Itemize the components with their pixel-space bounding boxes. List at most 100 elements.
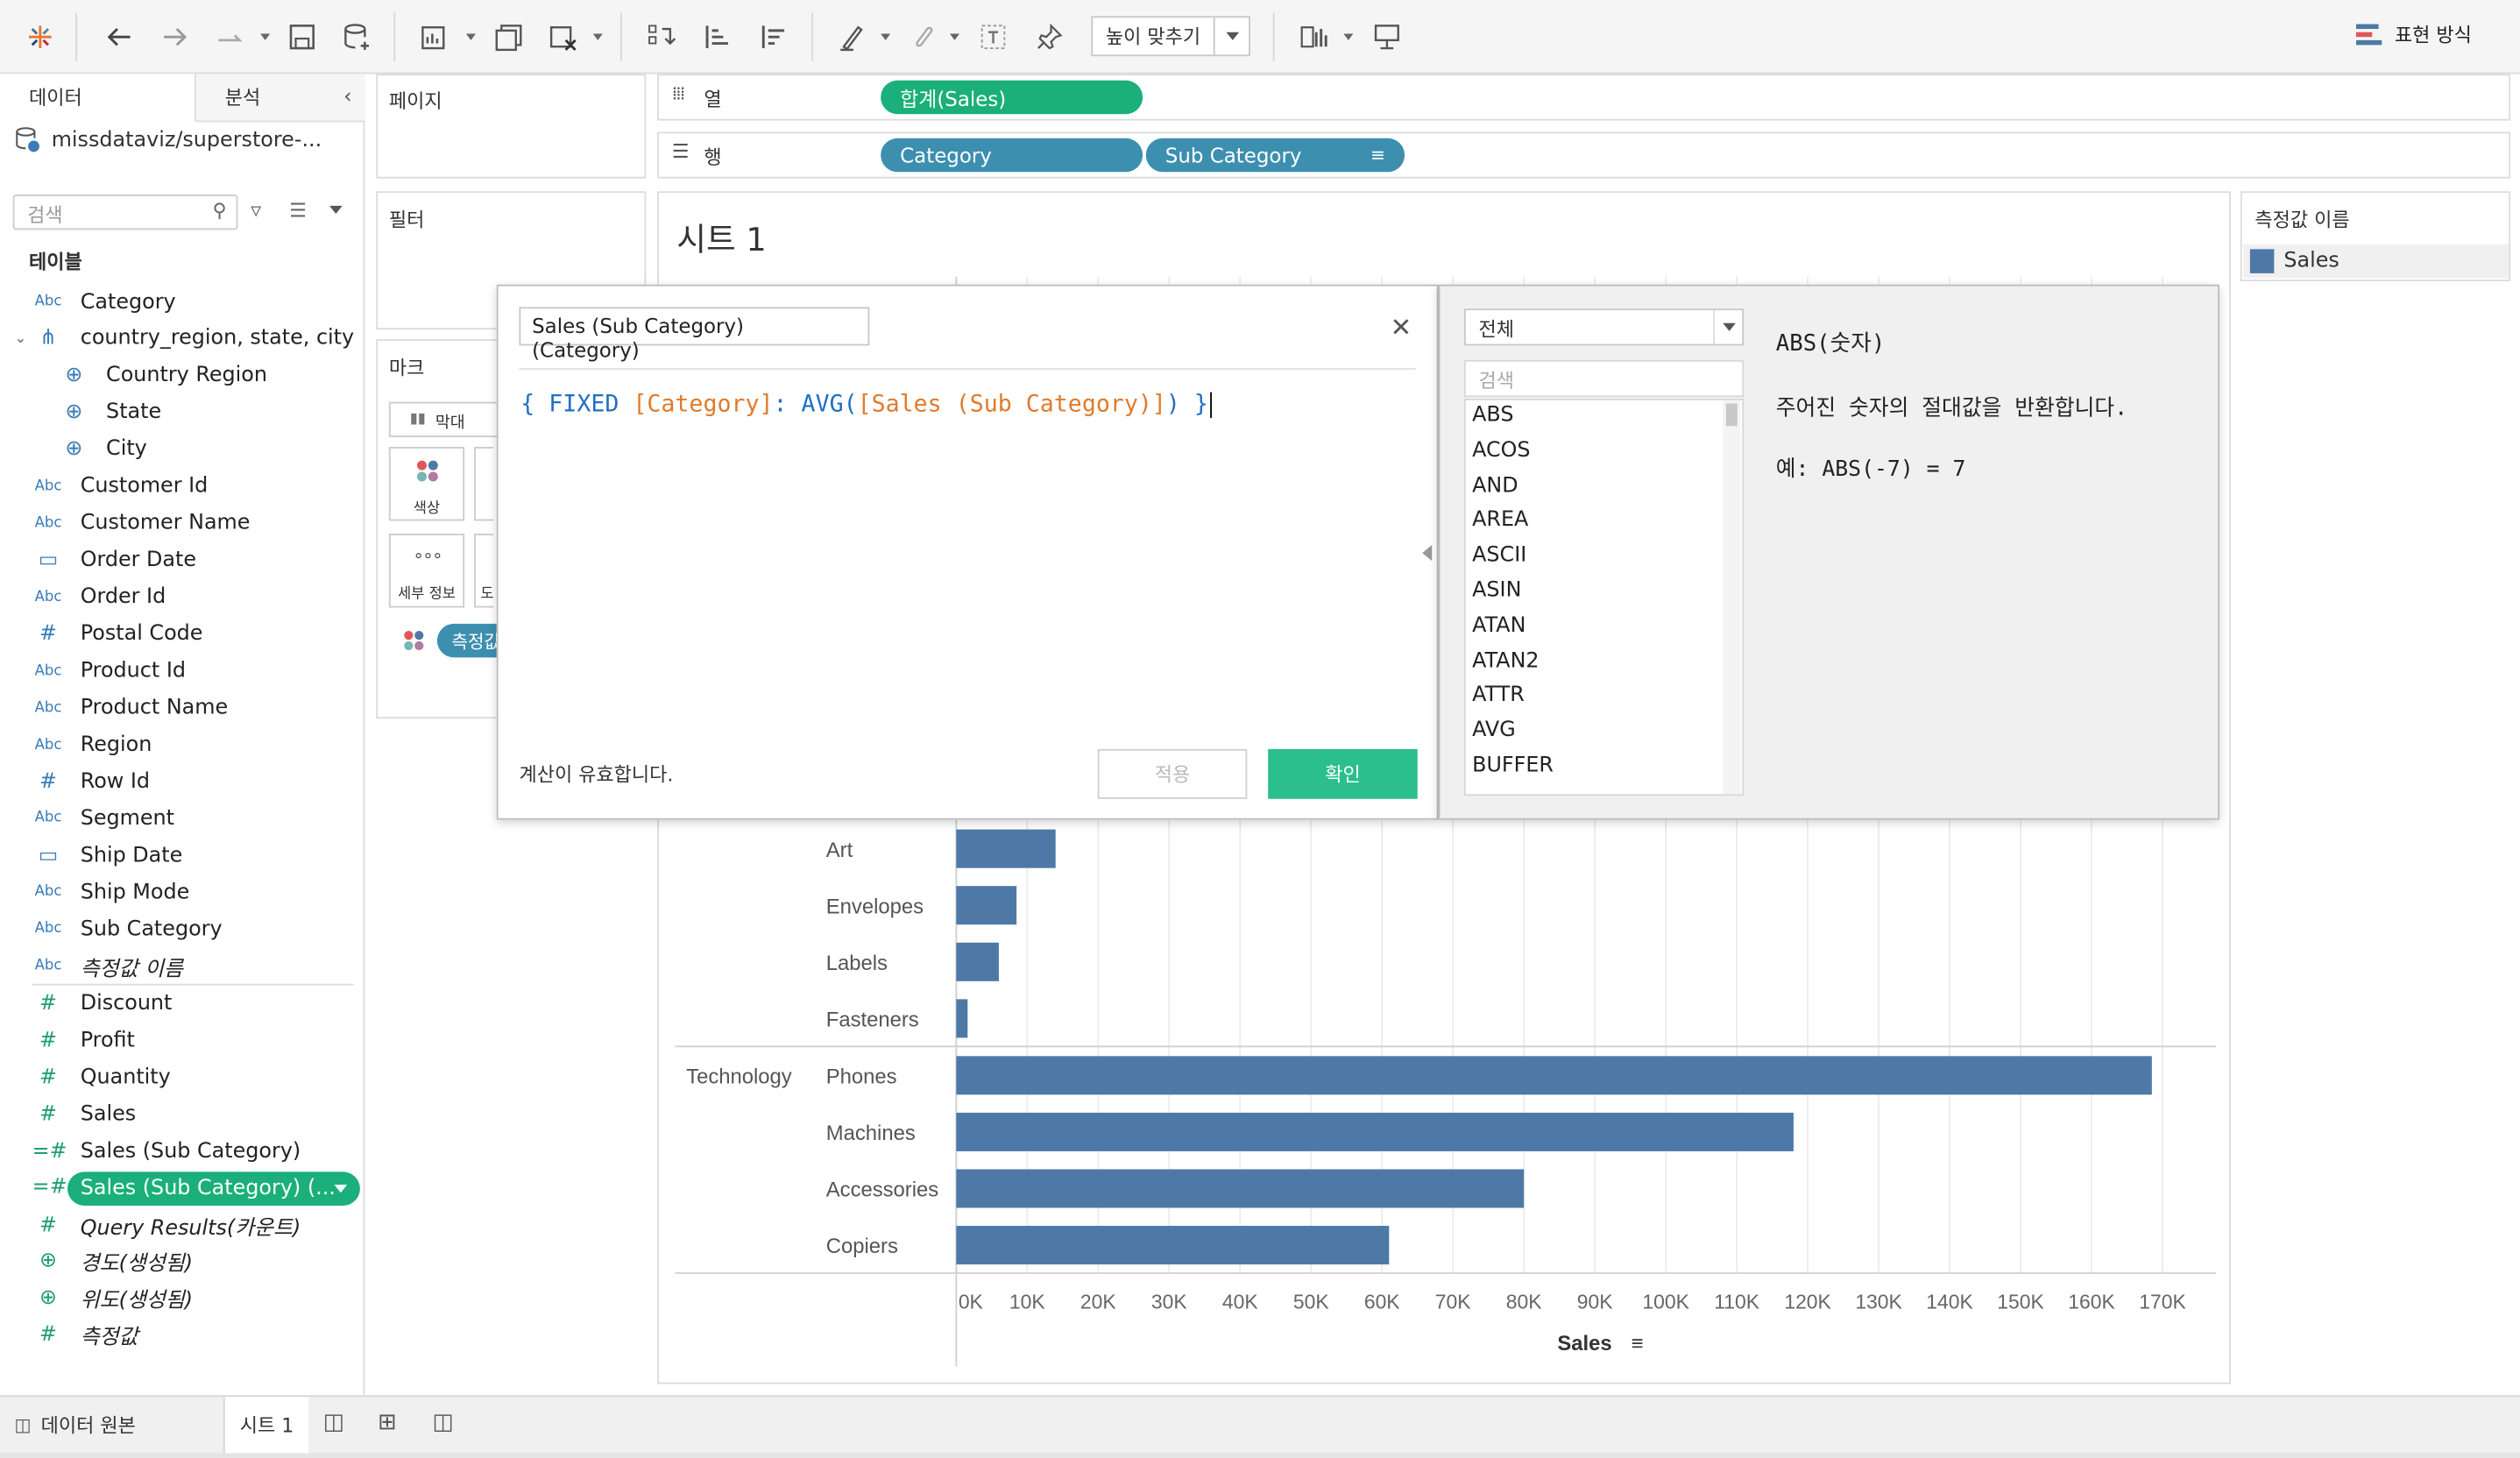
swap-rows-columns-icon[interactable] xyxy=(641,18,680,56)
sort-ascending-icon[interactable] xyxy=(697,18,736,56)
presentation-mode-icon[interactable] xyxy=(1368,18,1406,56)
hierarchy-expand-icon[interactable]: ⌄ xyxy=(14,330,27,348)
field-item[interactable]: Abc Customer Name xyxy=(0,506,364,541)
field-item[interactable]: =# Sales (Sub Category) xyxy=(0,1134,364,1169)
field-item[interactable]: # Query Results(카운트) xyxy=(0,1207,364,1242)
columns-shelf[interactable]: ⁞⁞⁞ 열 합계(Sales) xyxy=(657,74,2510,121)
apply-button[interactable]: 적용 xyxy=(1097,748,1248,799)
show-mark-labels-icon[interactable] xyxy=(974,18,1013,56)
rows-pill-category[interactable]: Category xyxy=(881,138,1143,173)
redo-icon[interactable] xyxy=(156,18,195,56)
tab-data[interactable]: 데이터 xyxy=(0,74,196,123)
tooltip-button[interactable]: 도 xyxy=(474,534,494,608)
fix-axes-icon[interactable] xyxy=(1030,18,1069,56)
new-datasource-icon[interactable] xyxy=(337,18,376,56)
field-item[interactable]: Abc Product Name xyxy=(0,690,364,725)
field-item[interactable]: ⊕ 위도(생성됨) xyxy=(0,1281,364,1316)
field-item[interactable]: ▭ Ship Date xyxy=(0,839,364,874)
function-item[interactable]: AND xyxy=(1472,473,1518,498)
function-item[interactable]: ATAN2 xyxy=(1472,648,1540,673)
tab-sheet-1[interactable]: 시트 1 xyxy=(224,1397,309,1454)
field-item[interactable]: Abc Ship Mode xyxy=(0,875,364,910)
field-item[interactable]: Abc Sub Category xyxy=(0,912,364,947)
view-options-dropdown-icon[interactable] xyxy=(329,205,343,214)
function-item[interactable]: ASIN xyxy=(1472,578,1522,603)
clear-sheet-dropdown-icon[interactable] xyxy=(592,33,603,40)
collapse-functions-icon[interactable] xyxy=(1422,544,1433,562)
function-search-input[interactable]: 검색 xyxy=(1463,359,1745,398)
highlight-icon[interactable] xyxy=(832,18,871,56)
field-item[interactable]: # Sales xyxy=(0,1096,364,1131)
replay-icon[interactable] xyxy=(210,18,249,56)
fit-dropdown[interactable]: 높이 맞추기 xyxy=(1091,16,1250,57)
detail-button[interactable]: ∘∘∘ 세부 정보 xyxy=(388,534,465,608)
close-icon[interactable]: ✕ xyxy=(1390,311,1412,343)
group-members-icon[interactable] xyxy=(903,18,942,56)
field-item[interactable]: # Row Id xyxy=(0,764,364,799)
rows-shelf[interactable]: ☰ 행 Category Sub Category ≡ xyxy=(657,131,2510,179)
show-cards-icon[interactable] xyxy=(1295,18,1334,56)
tab-data-source[interactable]: ◫ 데이터 원본 xyxy=(0,1397,225,1454)
new-worksheet-icon[interactable] xyxy=(414,18,453,56)
function-item[interactable]: AREA xyxy=(1472,508,1529,533)
columns-pill-sales[interactable]: 합계(Sales) xyxy=(881,80,1143,115)
field-item[interactable]: Abc Order Id xyxy=(0,580,364,615)
undo-icon[interactable] xyxy=(100,18,138,56)
formula-editor[interactable]: { FIXED [Category]: AVG([Sales (Sub Cate… xyxy=(520,392,1212,418)
function-item[interactable]: ATAN xyxy=(1472,613,1526,638)
function-list-scrollbar[interactable] xyxy=(1723,400,1741,795)
function-item[interactable]: BUFFER xyxy=(1472,754,1554,778)
pages-shelf[interactable]: 페이지 xyxy=(376,74,647,179)
ok-button[interactable]: 확인 xyxy=(1268,748,1418,799)
field-item[interactable]: Abc Product Id xyxy=(0,654,364,689)
new-worksheet-dropdown-icon[interactable] xyxy=(465,33,476,40)
field-item[interactable]: ⊕ 경도(생성됨) xyxy=(0,1244,364,1279)
replay-dropdown-icon[interactable] xyxy=(260,33,271,40)
sort-descending-icon[interactable] xyxy=(754,18,792,56)
save-icon[interactable] xyxy=(283,18,322,56)
field-item[interactable]: ⋔ country_region, state, city xyxy=(0,322,364,357)
new-story-tab-icon[interactable]: ◫ xyxy=(432,1409,454,1436)
function-item[interactable]: ACOS xyxy=(1472,438,1531,463)
group-dropdown-icon[interactable] xyxy=(950,33,960,40)
function-item[interactable]: AVG xyxy=(1472,718,1516,743)
highlight-dropdown-icon[interactable] xyxy=(881,33,891,40)
datasource[interactable]: missdataviz/superstore-... xyxy=(13,125,322,154)
calculation-name-input[interactable]: Sales (Sub Category) (Category) xyxy=(519,307,870,362)
collapse-pane-icon[interactable]: ‹ xyxy=(343,85,352,110)
new-dashboard-tab-icon[interactable]: ⊞ xyxy=(378,1409,397,1436)
field-item[interactable]: ⊕ City xyxy=(0,432,364,467)
rows-pill-sub-category[interactable]: Sub Category ≡ xyxy=(1145,138,1405,173)
field-item[interactable]: Abc Region xyxy=(0,727,364,762)
show-me-button[interactable]: 표현 방식 xyxy=(2355,21,2472,48)
tab-analysis[interactable]: 분석 ‹ xyxy=(195,74,365,123)
field-item[interactable]: # Quantity xyxy=(0,1059,364,1094)
field-item[interactable]: Abc Segment xyxy=(0,801,364,836)
selected-field-item[interactable]: Sales (Sub Category) (... xyxy=(67,1171,360,1206)
duplicate-sheet-icon[interactable] xyxy=(490,18,528,56)
field-item[interactable]: ⊕ State xyxy=(0,395,364,430)
view-options-icon[interactable]: ☰ xyxy=(289,199,307,223)
field-item[interactable]: # 측정값 xyxy=(0,1318,364,1353)
field-item[interactable]: ⊕ Country Region xyxy=(0,358,364,393)
size-button[interactable] xyxy=(474,447,494,521)
field-item[interactable]: Abc Customer Id xyxy=(0,469,364,504)
filter-fields-icon[interactable]: ▿ xyxy=(251,199,262,224)
field-menu-chevron-icon[interactable] xyxy=(334,1185,348,1193)
field-item[interactable]: ▭ Order Date xyxy=(0,543,364,578)
legend-item[interactable]: Sales xyxy=(2243,244,2509,279)
field-item[interactable]: # Discount xyxy=(0,986,364,1021)
show-cards-dropdown-icon[interactable] xyxy=(1343,33,1354,40)
new-worksheet-tab-icon[interactable]: ◫ xyxy=(322,1409,344,1436)
tableau-logo-icon[interactable] xyxy=(21,18,60,56)
field-item[interactable]: # Profit xyxy=(0,1023,364,1058)
clear-sheet-icon[interactable] xyxy=(543,18,582,56)
field-search-input[interactable]: 검색 ⚲ xyxy=(12,194,238,230)
function-item[interactable]: ATTR xyxy=(1472,683,1525,708)
function-category-dropdown[interactable]: 전체 xyxy=(1463,308,1745,346)
field-item[interactable]: Abc 측정값 이름 xyxy=(0,949,364,984)
function-item[interactable]: ABS xyxy=(1472,403,1514,428)
field-item[interactable]: # Postal Code xyxy=(0,617,364,652)
field-item[interactable]: Abc Category xyxy=(0,285,364,320)
color-button[interactable]: 색상 xyxy=(388,447,465,521)
